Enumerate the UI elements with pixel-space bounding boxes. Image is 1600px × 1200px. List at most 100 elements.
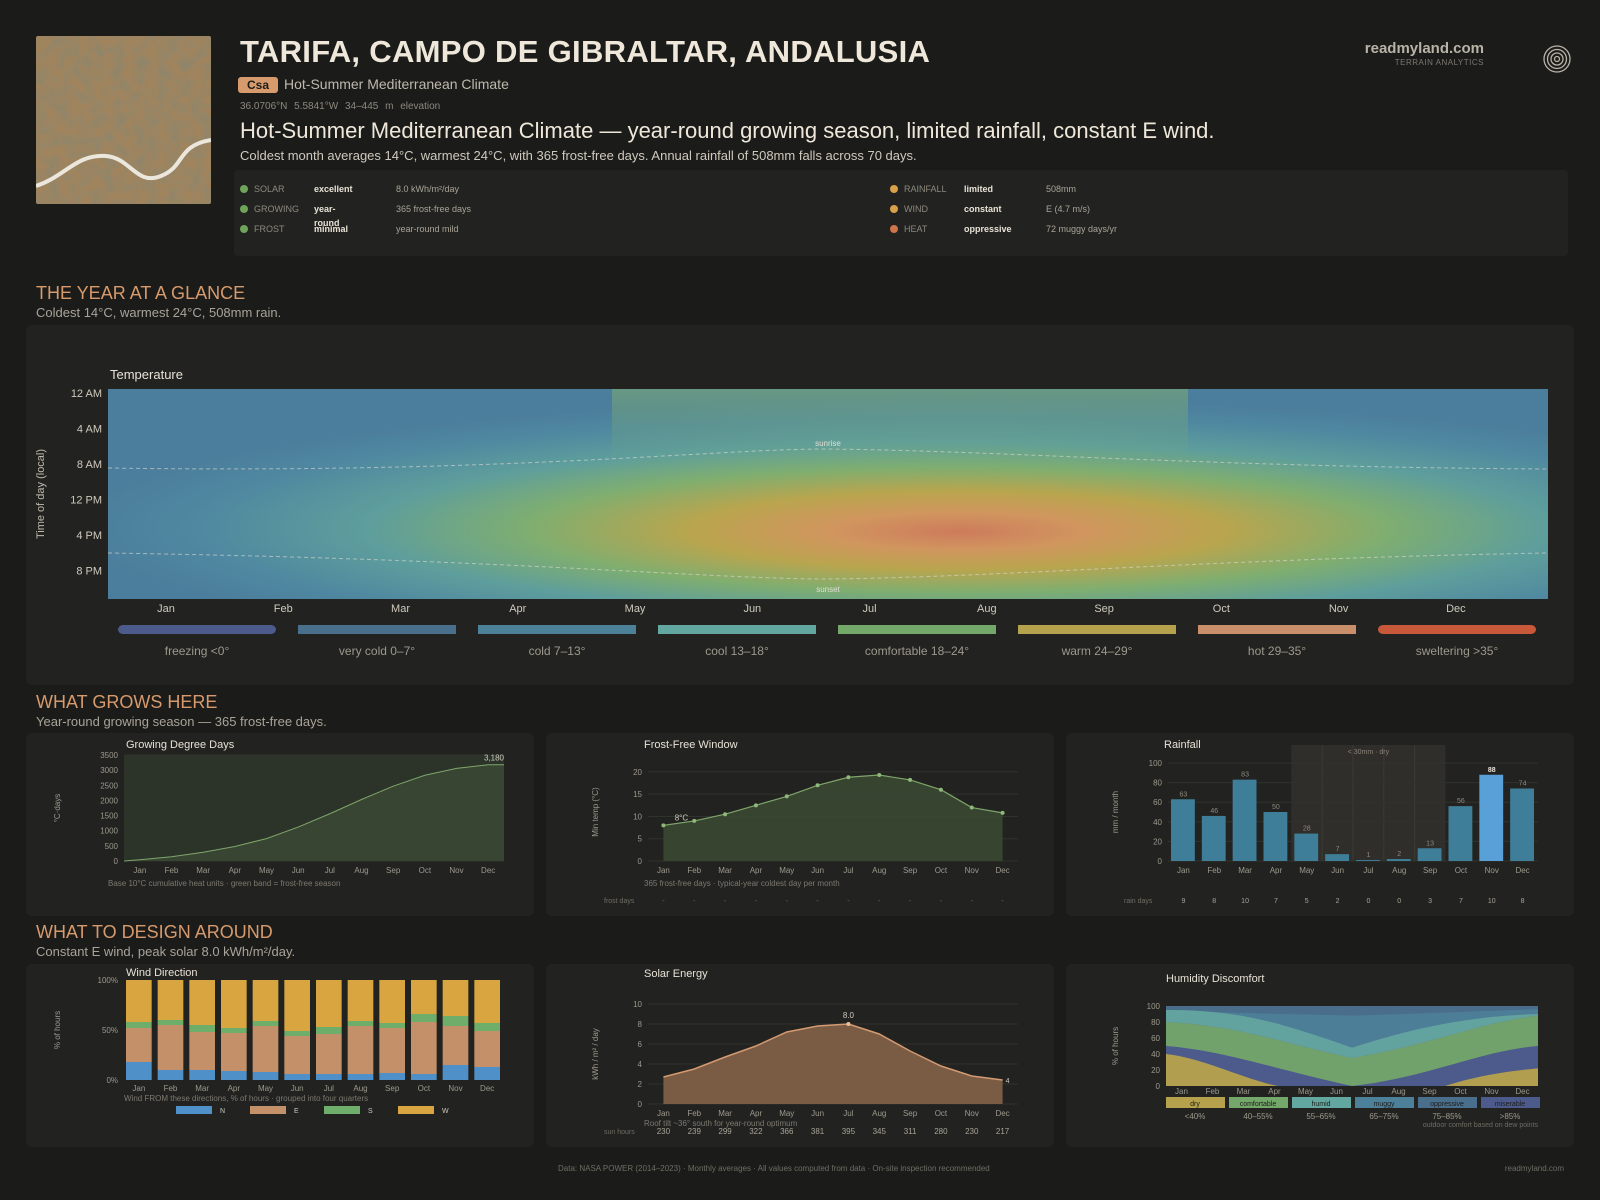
row-value: - [816,898,819,905]
wind-bar-n [189,1070,215,1080]
chart-caption: Wind FROM these directions, % of hours ·… [124,1094,368,1103]
x-tick-label: Oct [935,866,948,875]
x-tick-label: May [779,866,794,875]
section-subtitle-glance: Coldest 14°C, warmest 24°C, 508mm rain. [36,305,282,320]
rain-bar [1510,788,1534,861]
solar-peak-marker [846,1022,851,1026]
metrics-panel: SOLAR excellent 8.0 kWh/m²/day GROWING year-… [234,170,1568,256]
frost-point [846,775,851,780]
metric-detail: year-round mild [396,224,459,234]
x-tick-label: Jul [863,603,877,615]
frost-point [692,818,697,823]
legend-swatch [1198,625,1356,634]
metric-detail: 72 muggy days/yr [1046,224,1118,234]
y-tick-label: 12 PM [70,495,102,507]
y-tick-label: 80 [1151,1018,1160,1027]
row-value: - [971,898,974,905]
x-tick-label: Mar [195,1084,209,1093]
wind-bar-w [252,980,279,1021]
rain-bar [1325,854,1349,861]
legend-range: 75–85% [1432,1112,1461,1121]
y-tick-label: 8 PM [76,566,102,578]
humidity-band [1445,1068,1538,1086]
x-tick-label: Sep [1422,1087,1437,1096]
wind-bar-s [126,1022,152,1028]
status-dot-icon [890,225,898,233]
metric-detail: 8.0 kWh/m²/day [396,184,460,194]
y-tick-label: 20 [1151,1066,1160,1075]
wind-panel: Wind Direction 0% 50% 100% % of hours Jan Feb M… [26,964,534,1147]
brand-name[interactable]: readmyland.com [1364,40,1484,57]
y-tick-label: 50% [102,1026,118,1035]
chart-title: Frost-Free Window [644,739,738,751]
legend-swatch [324,1106,360,1114]
wind-bar-e [252,1026,279,1072]
wind-bar-e [221,1033,247,1071]
row-value: - [693,898,696,905]
metric-detail: 365 frost-free days [396,204,472,214]
gdd-end-label: 3,180 [484,754,505,763]
x-tick-label: Apr [228,1084,241,1093]
row-value: 311 [904,1127,917,1136]
x-tick-label: Feb [1206,1087,1220,1096]
y-tick-label: 10 [633,812,642,821]
x-tick-label: Mar [718,1109,732,1118]
y-tick-label: 40 [1153,818,1162,827]
rain-bar [1201,815,1226,861]
legend-range: 65–75% [1369,1112,1398,1121]
status-dot-icon [240,205,248,213]
x-tick-label: May [259,866,274,875]
x-tick-label: Feb [165,866,179,875]
row-value: - [755,898,758,905]
x-tick-label: Oct [419,866,432,875]
gdd-panel: Growing Degree Days 0 500 1000 1500 2000 2500 3… [26,733,534,916]
row-value: 8 [1212,898,1216,905]
legend-label: W [442,1108,449,1115]
legend-label: cool 13–18° [705,644,769,658]
row-value: - [878,898,881,905]
x-tick-label: Jun [1330,1087,1343,1096]
wind-bar-w [379,980,405,1023]
page-title: TARIFA, CAMPO DE GIBRALTAR, ANDALUSIA [240,34,931,69]
y-tick-label: 8 AM [77,459,102,471]
y-tick-label: 4 [638,1060,643,1069]
legend-label: warm 24–29° [1061,644,1133,658]
rain-value-label: 1 [1366,852,1370,859]
legend-range: 55–65% [1306,1112,1335,1121]
rain-value-label: 13 [1426,840,1434,847]
metric-label: HEAT [904,224,928,234]
y-tick-label: 4 PM [76,530,102,542]
wind-bar-e [189,1032,215,1070]
x-tick-label: Oct [1213,603,1230,615]
rain-value-label: 28 [1303,826,1311,833]
wind-bar-s [189,1025,215,1032]
x-tick-label: Mar [1237,1087,1251,1096]
row-value: 0 [1397,898,1401,905]
rain-panel: < 30mm · dry Rainfall 0 20 40 60 80 100 mm / mon… [1066,733,1574,916]
metric-value: oppressive [964,224,1012,234]
footer-site[interactable]: readmyland.com [1504,1164,1564,1173]
satellite-thumbnail [36,36,211,204]
wind-bar-n [442,1065,469,1080]
frost-chart: Frost-Free Window 0 5 10 15 20 Min temp (°C) Ja… [591,739,1018,905]
y-tick-label: 100% [98,976,118,985]
x-tick-label: Oct [418,1084,431,1093]
x-tick-label: Mar [391,603,410,615]
row-value: 5 [1305,898,1309,905]
wind-bar-w [442,980,469,1016]
frost-point [815,783,820,788]
legend-label: freezing <0° [165,644,230,658]
wind-bar-w [126,980,152,1022]
y-tick-label: 500 [105,842,119,851]
row-value: - [724,898,727,905]
row-value: - [847,898,850,905]
y-tick-label: 20 [1153,837,1162,846]
section-title-grows: WHAT GROWS HERE [36,692,218,712]
coordinates: 36.0706°N 5.5841°W 34–445 m elevation [240,101,441,112]
legend-swatch [176,1106,212,1114]
solar-panel: Solar Energy 0 2 4 6 8 10 kWh / m² / day Jan Feb M… [546,964,1054,1147]
wind-bar-s [157,1020,184,1025]
y-tick-label: 2000 [100,796,118,805]
wind-bar-n [474,1067,500,1080]
legend-label: very cold 0–7° [339,644,415,658]
